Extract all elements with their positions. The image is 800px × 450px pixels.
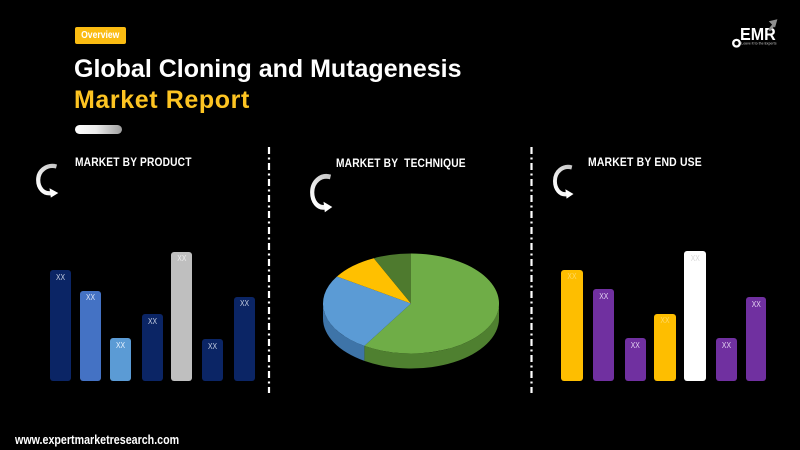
svg-text:Leave it to the Experts: Leave it to the Experts <box>741 42 776 46</box>
svg-text:EMR: EMR <box>740 24 776 44</box>
